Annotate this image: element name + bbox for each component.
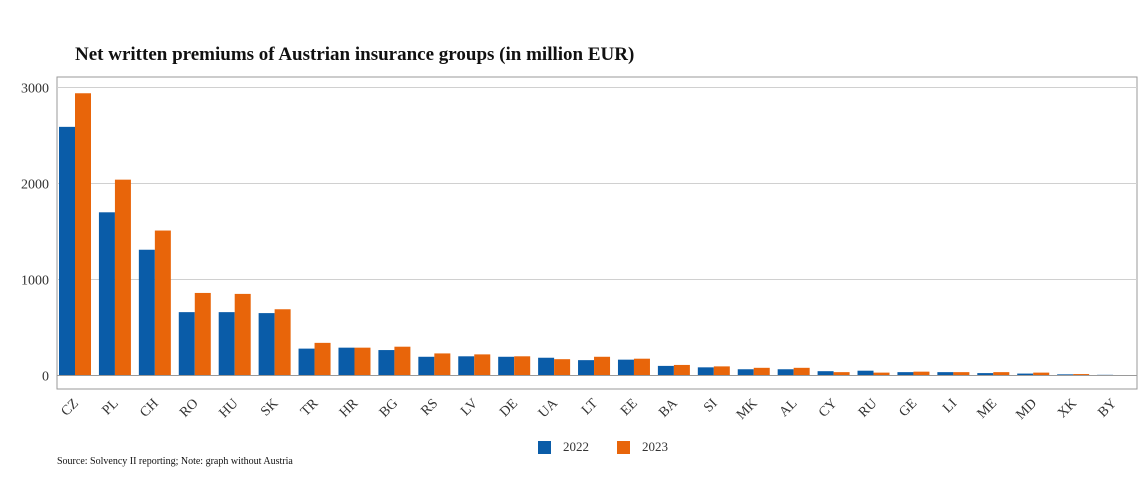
x-tick-label-AL: AL — [777, 396, 801, 420]
bar-SI-2023 — [713, 366, 730, 376]
bar-SI-2022 — [697, 367, 714, 376]
x-tick-label-BY: BY — [1096, 396, 1120, 420]
x-tick-label-RO: RO — [177, 396, 201, 420]
x-tick-label-LV: LV — [458, 396, 481, 419]
bar-ME-2023 — [993, 372, 1010, 376]
x-tick-label-MK: MK — [734, 396, 761, 423]
bar-EE-2022 — [617, 359, 634, 376]
bar-MK-2023 — [753, 367, 770, 376]
bar-AL-2023 — [793, 367, 810, 376]
bar-MD-2023 — [1033, 372, 1050, 376]
bar-PL-2023 — [114, 179, 131, 376]
bar-SK-2022 — [258, 313, 275, 376]
bar-GE-2022 — [897, 372, 914, 376]
x-tick-label-MD: MD — [1013, 396, 1040, 423]
bar-CY-2022 — [817, 371, 834, 376]
bar-MD-2022 — [1017, 373, 1034, 376]
x-tick-label-ME: ME — [975, 396, 1000, 421]
bar-CH-2022 — [138, 249, 155, 376]
x-tick-label-CZ: CZ — [59, 396, 82, 419]
bar-TR-2022 — [298, 348, 315, 376]
bar-LT-2023 — [594, 356, 611, 376]
x-tick-label-EE: EE — [618, 396, 641, 419]
bar-AL-2022 — [777, 369, 794, 376]
chart-title: Net written premiums of Austrian insuran… — [75, 44, 635, 65]
legend-label-2022: 2022 — [563, 439, 589, 454]
bar-RS-2022 — [418, 356, 435, 376]
bar-CZ-2022 — [59, 126, 75, 376]
bar-BG-2022 — [378, 350, 395, 376]
bar-SK-2023 — [274, 309, 291, 376]
bar-LV-2022 — [458, 356, 475, 376]
bar-BA-2023 — [673, 364, 690, 376]
bar-DE-2022 — [498, 356, 515, 376]
x-tick-label-GE: GE — [896, 396, 920, 420]
x-tick-label-HR: HR — [337, 396, 362, 421]
x-tick-label-CH: CH — [137, 396, 161, 420]
x-tick-label-BA: BA — [656, 396, 681, 421]
bar-RO-2023 — [194, 292, 211, 376]
legend-swatch-2023 — [617, 440, 630, 454]
x-tick-label-LT: LT — [579, 396, 601, 418]
bar-BA-2022 — [657, 365, 674, 376]
x-tick-label-CY: CY — [816, 396, 840, 420]
bar-CZ-2023 — [75, 93, 91, 376]
x-tick-label-SK: SK — [258, 396, 281, 419]
bar-UA-2022 — [538, 357, 555, 376]
bar-XK-2023 — [1073, 374, 1090, 376]
legend-swatch-2022 — [538, 440, 551, 454]
bar-RO-2022 — [178, 312, 195, 376]
bar-HU-2023 — [234, 293, 251, 376]
bar-LI-2022 — [937, 372, 954, 376]
x-tick-label-HU: HU — [217, 396, 242, 421]
x-tick-label-BG: BG — [377, 396, 401, 420]
bar-RS-2023 — [434, 353, 451, 376]
x-tick-label-RS: RS — [418, 396, 441, 419]
bar-RU-2023 — [873, 372, 890, 376]
bar-HU-2022 — [218, 312, 235, 376]
legend-item-2022: 2022 — [538, 439, 589, 455]
x-tick-label-XK: XK — [1055, 396, 1080, 421]
y-tick-label-3000: 3000 — [21, 82, 49, 97]
x-tick-label-SI: SI — [701, 396, 721, 416]
bar-CY-2023 — [833, 372, 850, 376]
legend-item-2023: 2023 — [617, 439, 668, 455]
bar-UA-2023 — [554, 359, 571, 376]
x-tick-label-UA: UA — [536, 396, 562, 422]
bar-HR-2022 — [338, 347, 355, 376]
bar-BG-2023 — [394, 346, 411, 376]
bar-EE-2023 — [633, 358, 650, 376]
x-tick-label-TR: TR — [298, 396, 322, 420]
y-tick-label-1000: 1000 — [21, 274, 49, 289]
legend: 2022 2023 — [538, 439, 696, 455]
source-note: Source: Solvency II reporting; Note: gra… — [57, 456, 293, 467]
bar-PL-2022 — [98, 212, 115, 376]
bar-GE-2023 — [913, 371, 930, 376]
plot-frame — [56, 76, 1138, 390]
x-tick-label-DE: DE — [497, 396, 521, 420]
bar-ME-2022 — [977, 373, 994, 376]
bar-LT-2022 — [578, 360, 595, 376]
y-tick-label-0: 0 — [42, 370, 49, 385]
bar-HR-2023 — [354, 347, 371, 376]
bar-LV-2023 — [474, 354, 491, 376]
bar-DE-2023 — [514, 356, 531, 376]
x-tick-label-LI: LI — [940, 396, 960, 416]
bar-MK-2022 — [737, 369, 754, 376]
bar-RU-2022 — [857, 370, 874, 376]
y-tick-label-2000: 2000 — [21, 178, 49, 193]
x-tick-label-RU: RU — [856, 396, 880, 420]
x-tick-label-PL: PL — [100, 396, 122, 418]
bar-TR-2023 — [314, 342, 331, 376]
bar-CH-2023 — [154, 230, 171, 376]
bar-XK-2022 — [1057, 374, 1074, 376]
legend-label-2023: 2023 — [642, 439, 668, 454]
bar-LI-2023 — [953, 372, 970, 376]
